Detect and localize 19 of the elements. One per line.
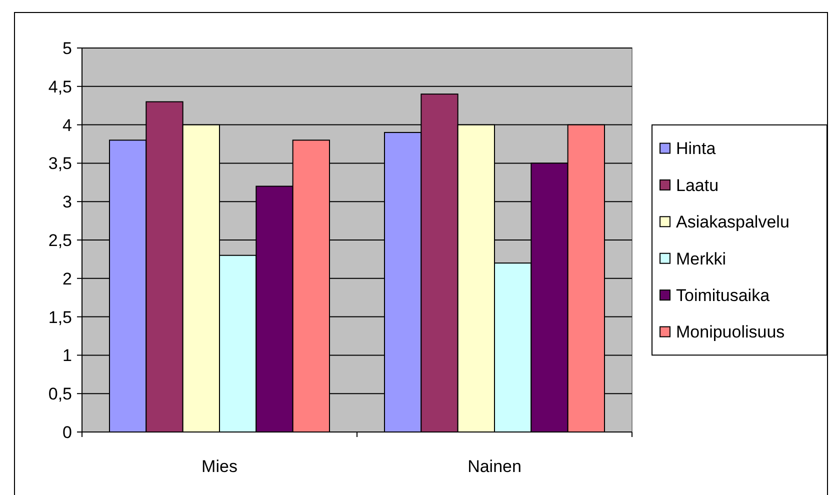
legend-label: Hinta (676, 139, 716, 158)
y-tick-label: 1,5 (48, 308, 72, 327)
y-tick-label: 4,5 (48, 77, 72, 96)
y-tick-label: 1 (62, 346, 72, 366)
y-tick-label: 3,5 (48, 154, 72, 174)
legend-label: Laatu (676, 176, 719, 195)
x-tick-label: Mies (202, 457, 238, 476)
legend-label: Asiakaspalvelu (676, 212, 790, 232)
y-tick-label: 4 (62, 116, 72, 135)
legend-label: Merkki (676, 249, 726, 268)
legend-label: Toimitusaika (676, 286, 770, 305)
y-tick-label: 3 (62, 192, 72, 212)
y-tick-label: 5 (62, 38, 72, 58)
y-tick-label: 0,5 (48, 384, 72, 404)
legend-label: Monipuolisuus (676, 322, 785, 342)
y-tick-label: 2,5 (48, 230, 72, 250)
x-tick-label: Nainen (468, 457, 522, 476)
y-tick-label: 0 (62, 422, 72, 442)
y-tick-label: 2 (62, 269, 72, 288)
